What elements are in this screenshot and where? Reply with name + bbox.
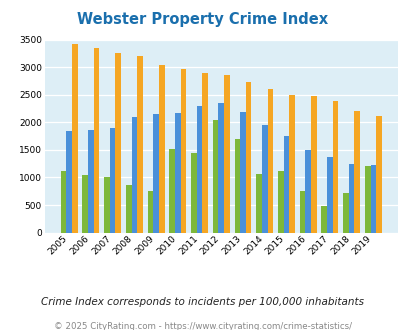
Bar	[375, 116, 381, 233]
Bar	[342, 193, 348, 233]
Bar	[147, 191, 153, 233]
Bar	[326, 157, 332, 233]
Text: Crime Index corresponds to incidents per 100,000 inhabitants: Crime Index corresponds to incidents per…	[41, 297, 364, 307]
Bar	[321, 206, 326, 233]
Bar	[305, 150, 310, 233]
Bar	[126, 185, 131, 233]
Bar	[115, 53, 121, 233]
Text: Webster Property Crime Index: Webster Property Crime Index	[77, 12, 328, 26]
Bar	[196, 106, 202, 233]
Bar	[240, 113, 245, 233]
Bar	[104, 178, 109, 233]
Bar	[299, 191, 305, 233]
Bar	[364, 166, 370, 233]
Bar	[218, 103, 224, 233]
Bar	[224, 75, 229, 233]
Bar	[234, 139, 240, 233]
Bar	[175, 113, 180, 233]
Bar	[158, 65, 164, 233]
Bar	[310, 96, 316, 233]
Bar	[332, 101, 337, 233]
Text: © 2025 CityRating.com - https://www.cityrating.com/crime-statistics/: © 2025 CityRating.com - https://www.city…	[54, 322, 351, 330]
Bar	[202, 73, 207, 233]
Bar	[348, 164, 354, 233]
Bar	[72, 44, 77, 233]
Bar	[61, 171, 66, 233]
Bar	[153, 114, 158, 233]
Bar	[169, 149, 175, 233]
Bar	[82, 175, 88, 233]
Bar	[66, 131, 72, 233]
Bar	[354, 111, 359, 233]
Bar	[180, 69, 186, 233]
Bar	[277, 171, 283, 233]
Bar	[109, 128, 115, 233]
Bar	[261, 124, 267, 233]
Bar	[94, 49, 99, 233]
Bar	[288, 95, 294, 233]
Bar	[283, 136, 288, 233]
Bar	[256, 174, 261, 233]
Bar	[88, 130, 94, 233]
Bar	[267, 89, 273, 233]
Bar	[137, 56, 143, 233]
Bar	[191, 153, 196, 233]
Bar	[131, 117, 137, 233]
Bar	[245, 82, 251, 233]
Bar	[370, 165, 375, 233]
Bar	[212, 120, 218, 233]
